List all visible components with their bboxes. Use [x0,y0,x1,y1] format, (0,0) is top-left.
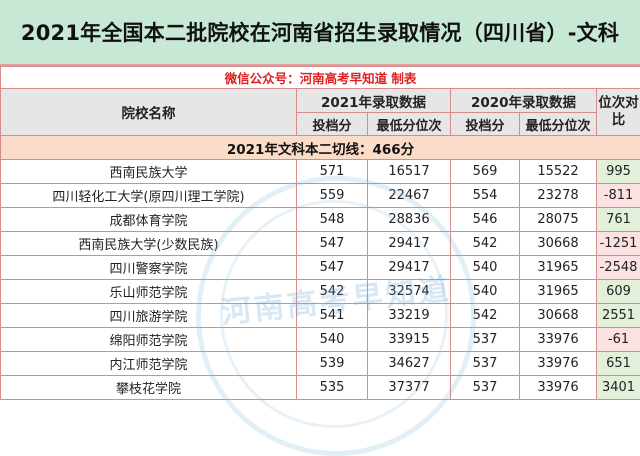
score-2021-cell: 547 [297,232,368,256]
score-2020-cell: 540 [451,280,520,304]
min-rank-2021-cell: 28836 [368,208,451,232]
score-2021-cell: 559 [297,184,368,208]
score-2021-cell: 541 [297,304,368,328]
score-2020-cell: 569 [451,160,520,184]
min-rank-2020-cell: 31965 [520,256,597,280]
admission-table: 微信公众号：河南高考早知道 制表 院校名称 2021年录取数据 2020年录取数… [0,66,640,400]
header-2021: 2021年录取数据 [297,89,451,113]
header-score-2021: 投档分 [297,113,368,136]
rank-diff-cell: 995 [597,160,640,184]
school-name-cell: 四川旅游学院 [1,304,297,328]
credit-row: 微信公众号：河南高考早知道 制表 [1,67,640,89]
score-2021-cell: 539 [297,352,368,376]
score-2021-cell: 571 [297,160,368,184]
school-name-cell: 内江师范学院 [1,352,297,376]
header-row-1: 院校名称 2021年录取数据 2020年录取数据 位次对比 [1,89,640,113]
min-rank-2020-cell: 23278 [520,184,597,208]
score-2020-cell: 540 [451,256,520,280]
school-name-cell: 绵阳师范学院 [1,328,297,352]
credit-text: 微信公众号：河南高考早知道 制表 [1,67,640,89]
rank-diff-cell: -2548 [597,256,640,280]
min-rank-2021-cell: 34627 [368,352,451,376]
min-rank-2020-cell: 30668 [520,304,597,328]
min-rank-2020-cell: 28075 [520,208,597,232]
score-2020-cell: 542 [451,232,520,256]
school-name-cell: 攀枝花学院 [1,376,297,400]
score-2020-cell: 537 [451,376,520,400]
section-row: 2021年文科本二切线：466分 [1,136,640,160]
rank-diff-cell: -1251 [597,232,640,256]
header-score-2020: 投档分 [451,113,520,136]
min-rank-2020-cell: 33976 [520,376,597,400]
min-rank-2021-cell: 32574 [368,280,451,304]
header-school: 院校名称 [1,89,297,136]
min-rank-2021-cell: 37377 [368,376,451,400]
rank-diff-cell: 651 [597,352,640,376]
score-2020-cell: 542 [451,304,520,328]
page-title: 2021年全国本二批院校在河南省招生录取情况（四川省）-文科 [21,17,619,47]
title-bar: 2021年全国本二批院校在河南省招生录取情况（四川省）-文科 [0,0,640,66]
min-rank-2021-cell: 33219 [368,304,451,328]
rank-diff-cell: 761 [597,208,640,232]
score-2021-cell: 542 [297,280,368,304]
min-rank-2020-cell: 33976 [520,328,597,352]
min-rank-2020-cell: 15522 [520,160,597,184]
min-rank-2020-cell: 33976 [520,352,597,376]
score-2021-cell: 540 [297,328,368,352]
rank-diff-cell: -61 [597,328,640,352]
spreadsheet-view: 2021年全国本二批院校在河南省招生录取情况（四川省）-文科 微信公众号：河南高… [0,0,640,431]
section-cutoff: 2021年文科本二切线：466分 [1,136,640,160]
header-minrank-2020: 最低分位次 [520,113,597,136]
school-name-cell: 成都体育学院 [1,208,297,232]
score-2020-cell: 554 [451,184,520,208]
score-2021-cell: 548 [297,208,368,232]
score-2020-cell: 537 [451,352,520,376]
school-name-cell: 四川警察学院 [1,256,297,280]
header-rank-diff: 位次对比 [597,89,640,136]
header-2020: 2020年录取数据 [451,89,597,113]
score-2021-cell: 535 [297,376,368,400]
score-2020-cell: 537 [451,328,520,352]
header-minrank-2021: 最低分位次 [368,113,451,136]
rank-diff-cell: 2551 [597,304,640,328]
min-rank-2021-cell: 16517 [368,160,451,184]
min-rank-2020-cell: 30668 [520,232,597,256]
min-rank-2020-cell: 31965 [520,280,597,304]
school-name-cell: 四川轻化工大学(原四川理工学院) [1,184,297,208]
min-rank-2021-cell: 22467 [368,184,451,208]
rank-diff-cell: -811 [597,184,640,208]
school-name-cell: 西南民族大学(少数民族) [1,232,297,256]
school-name-cell: 乐山师范学院 [1,280,297,304]
min-rank-2021-cell: 29417 [368,232,451,256]
min-rank-2021-cell: 33915 [368,328,451,352]
min-rank-2021-cell: 29417 [368,256,451,280]
rank-diff-cell: 609 [597,280,640,304]
school-name-cell: 西南民族大学 [1,160,297,184]
rank-diff-cell: 3401 [597,376,640,400]
score-2021-cell: 547 [297,256,368,280]
score-2020-cell: 546 [451,208,520,232]
